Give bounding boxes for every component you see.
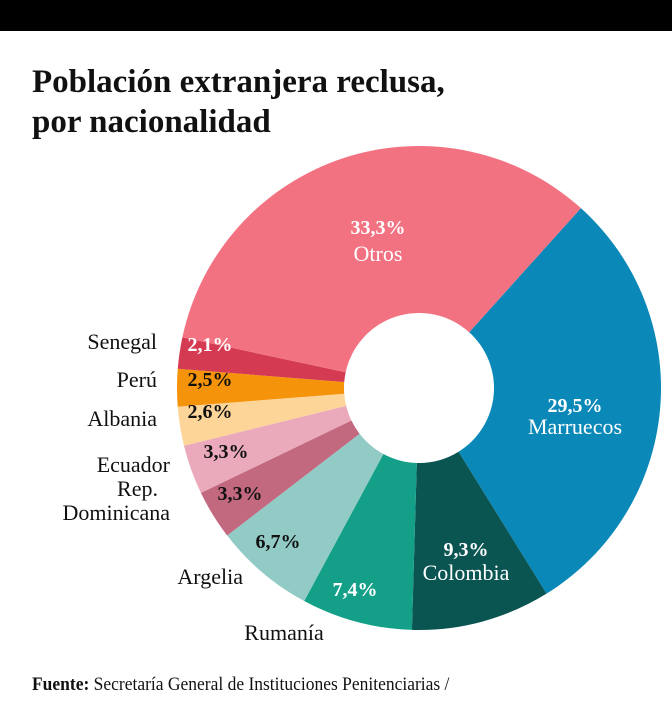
value-label: 3,3% bbox=[204, 441, 249, 463]
value-label: 6,7% bbox=[256, 531, 301, 553]
category-label: Otros bbox=[354, 241, 403, 266]
slice-rep-dominicana bbox=[200, 420, 360, 536]
slice-colombia bbox=[411, 451, 547, 630]
source-text: Secretaría General de Instituciones Peni… bbox=[93, 674, 450, 695]
slice-senegal bbox=[177, 337, 346, 383]
category-label: Rep. Dominicana bbox=[62, 476, 170, 525]
slice-rumanía bbox=[304, 454, 417, 630]
value-label: 3,3% bbox=[218, 483, 263, 505]
value-label: 29,5% bbox=[548, 395, 603, 417]
slice-marruecos bbox=[458, 208, 661, 594]
value-label: 2,1% bbox=[188, 334, 233, 356]
category-label: Rumanía bbox=[244, 620, 324, 645]
title-line-1: Población extranjera reclusa, bbox=[32, 64, 445, 100]
category-label: Argelia bbox=[177, 564, 243, 589]
value-label: 9,3% bbox=[444, 539, 489, 561]
slice-per- bbox=[176, 368, 345, 407]
slice-argelia bbox=[227, 433, 384, 602]
slice-albania bbox=[177, 393, 347, 446]
slice-otros bbox=[182, 145, 581, 373]
value-label: 33,3% bbox=[351, 217, 406, 239]
category-label: Senegal bbox=[87, 329, 157, 354]
category-label: Ecuador bbox=[97, 452, 171, 477]
value-label: 2,6% bbox=[188, 401, 233, 423]
source-note: Fuente: Secretaría General de Institucio… bbox=[32, 674, 449, 696]
top-bar bbox=[0, 0, 672, 31]
source-label: Fuente: bbox=[32, 674, 90, 695]
category-label: Colombia bbox=[423, 560, 510, 585]
value-label: 2,5% bbox=[188, 369, 233, 391]
title-line-2: por nacionalidad bbox=[32, 104, 271, 140]
slice-ecuador bbox=[183, 405, 352, 493]
category-label: Marruecos bbox=[528, 414, 622, 439]
chart-title: Población extranjera reclusa, por naciona… bbox=[32, 62, 445, 142]
category-label: Albania bbox=[87, 406, 157, 431]
value-label: 7,4% bbox=[333, 579, 378, 601]
category-label: Perú bbox=[117, 367, 157, 392]
